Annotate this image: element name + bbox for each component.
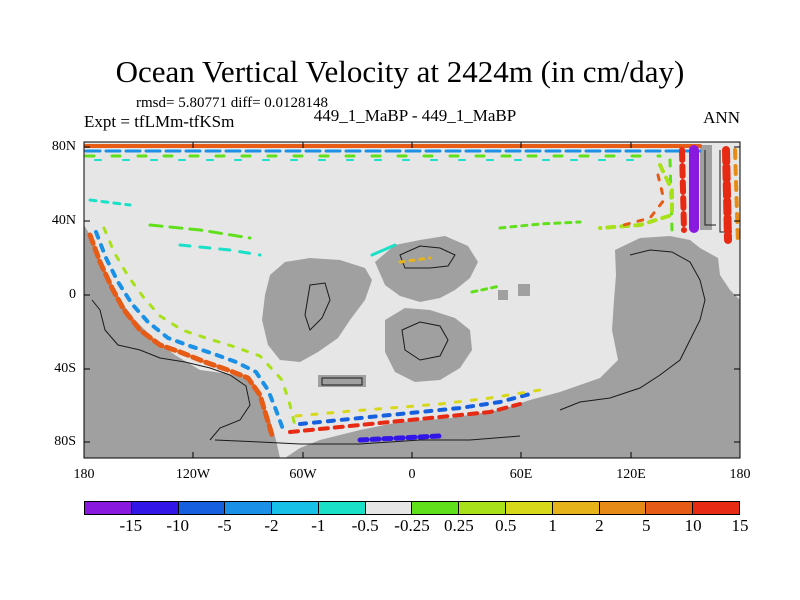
lon-label-0: 0 — [408, 467, 416, 482]
band-south-b — [298, 392, 532, 426]
experiment-label: Expt = tfLMm-tfKSm — [84, 112, 235, 131]
colorbar-label: -0.5 — [351, 516, 379, 535]
lon-label-180w: 180 — [73, 467, 95, 482]
lon-label-60e: 60E — [509, 467, 533, 482]
lon-label-120e: 120E — [616, 467, 646, 482]
land-east — [285, 236, 740, 458]
land-east-strip — [700, 145, 712, 230]
colorbar-label: -0.25 — [394, 516, 430, 535]
band-west-c — [102, 226, 298, 432]
land-dot-b — [518, 284, 530, 296]
colorbar-swatch — [271, 501, 318, 515]
colorbar-label: 1 — [548, 516, 557, 535]
streak-3 — [498, 220, 582, 230]
colorbar-label: 5 — [642, 516, 651, 535]
band-west-a — [87, 232, 275, 438]
lat-label-0: 0 — [69, 287, 76, 302]
colorbar-label: -15 — [119, 516, 143, 535]
colorbar-label: -10 — [166, 516, 190, 535]
colorbar — [84, 501, 740, 515]
lat-label-40n: 40N — [51, 213, 76, 228]
colorbar-label: -5 — [217, 516, 232, 535]
streak-7 — [398, 256, 432, 264]
streak-2 — [178, 243, 262, 257]
lat-label-80s: 80S — [54, 434, 76, 449]
band-south-d — [294, 388, 542, 418]
band-east-red — [679, 147, 687, 233]
velocity-bands — [84, 144, 740, 443]
band-ne-diag-b — [618, 173, 666, 228]
coastlines — [91, 150, 732, 445]
axis-ticks — [83, 142, 741, 458]
colorbar-swatch — [84, 501, 131, 515]
streak-1 — [148, 223, 252, 240]
colorbar-swatch — [177, 501, 225, 515]
stats-line: rmsd= 5.80771 diff= 0.0128148 — [136, 95, 329, 111]
streak-6 — [470, 284, 502, 294]
colorbar-label: 15 — [731, 516, 749, 535]
lon-label-120w: 120W — [175, 467, 211, 482]
band-ne-diag — [598, 163, 674, 230]
land-dot-a — [498, 290, 508, 300]
colorbar-label: 0.5 — [495, 516, 517, 535]
colorbar-swatch — [224, 501, 272, 515]
colorbar-label: 10 — [684, 516, 702, 535]
colorbar-label: 0.25 — [443, 516, 474, 535]
lon-label-60w: 60W — [289, 467, 317, 482]
land-west-america — [84, 225, 280, 458]
lat-label-80n: 80N — [51, 139, 76, 154]
colorbar-label: -2 — [264, 516, 279, 535]
land-central-west — [262, 258, 372, 362]
land-central-south — [385, 308, 472, 382]
band-west-b — [94, 230, 286, 434]
colorbar-swatch — [364, 501, 412, 515]
colorbar-swatch — [505, 501, 552, 515]
colorbar-label: 2 — [595, 516, 604, 535]
colorbar-swatch — [645, 501, 693, 515]
band-south-a — [288, 402, 522, 434]
streak-5 — [370, 243, 397, 257]
case-label: 449_1_MaBP - 449_1_MaBP — [313, 106, 517, 125]
colorbar-swatch — [411, 501, 459, 515]
colorbar-swatch — [130, 501, 178, 515]
band-east-orange — [733, 148, 740, 247]
map-title: Ocean Vertical Velocity at 2424m (in cm/… — [115, 54, 685, 89]
season-label: ANN — [703, 108, 740, 127]
colorbar-swatch — [317, 501, 365, 515]
colorbar-swatch — [458, 501, 506, 515]
band-south-c — [357, 433, 443, 443]
band-east-red-b — [722, 146, 732, 244]
colorbar-swatch — [692, 501, 740, 515]
colorbar-swatch — [551, 501, 599, 515]
lon-label-180e: 180 — [729, 467, 751, 482]
streak-4 — [88, 198, 132, 207]
land-central-north — [375, 236, 478, 302]
colorbar-swatch — [598, 501, 646, 515]
land-masses — [84, 145, 740, 458]
lat-label-40s: 40S — [54, 361, 76, 376]
colorbar-label: -1 — [311, 516, 326, 535]
